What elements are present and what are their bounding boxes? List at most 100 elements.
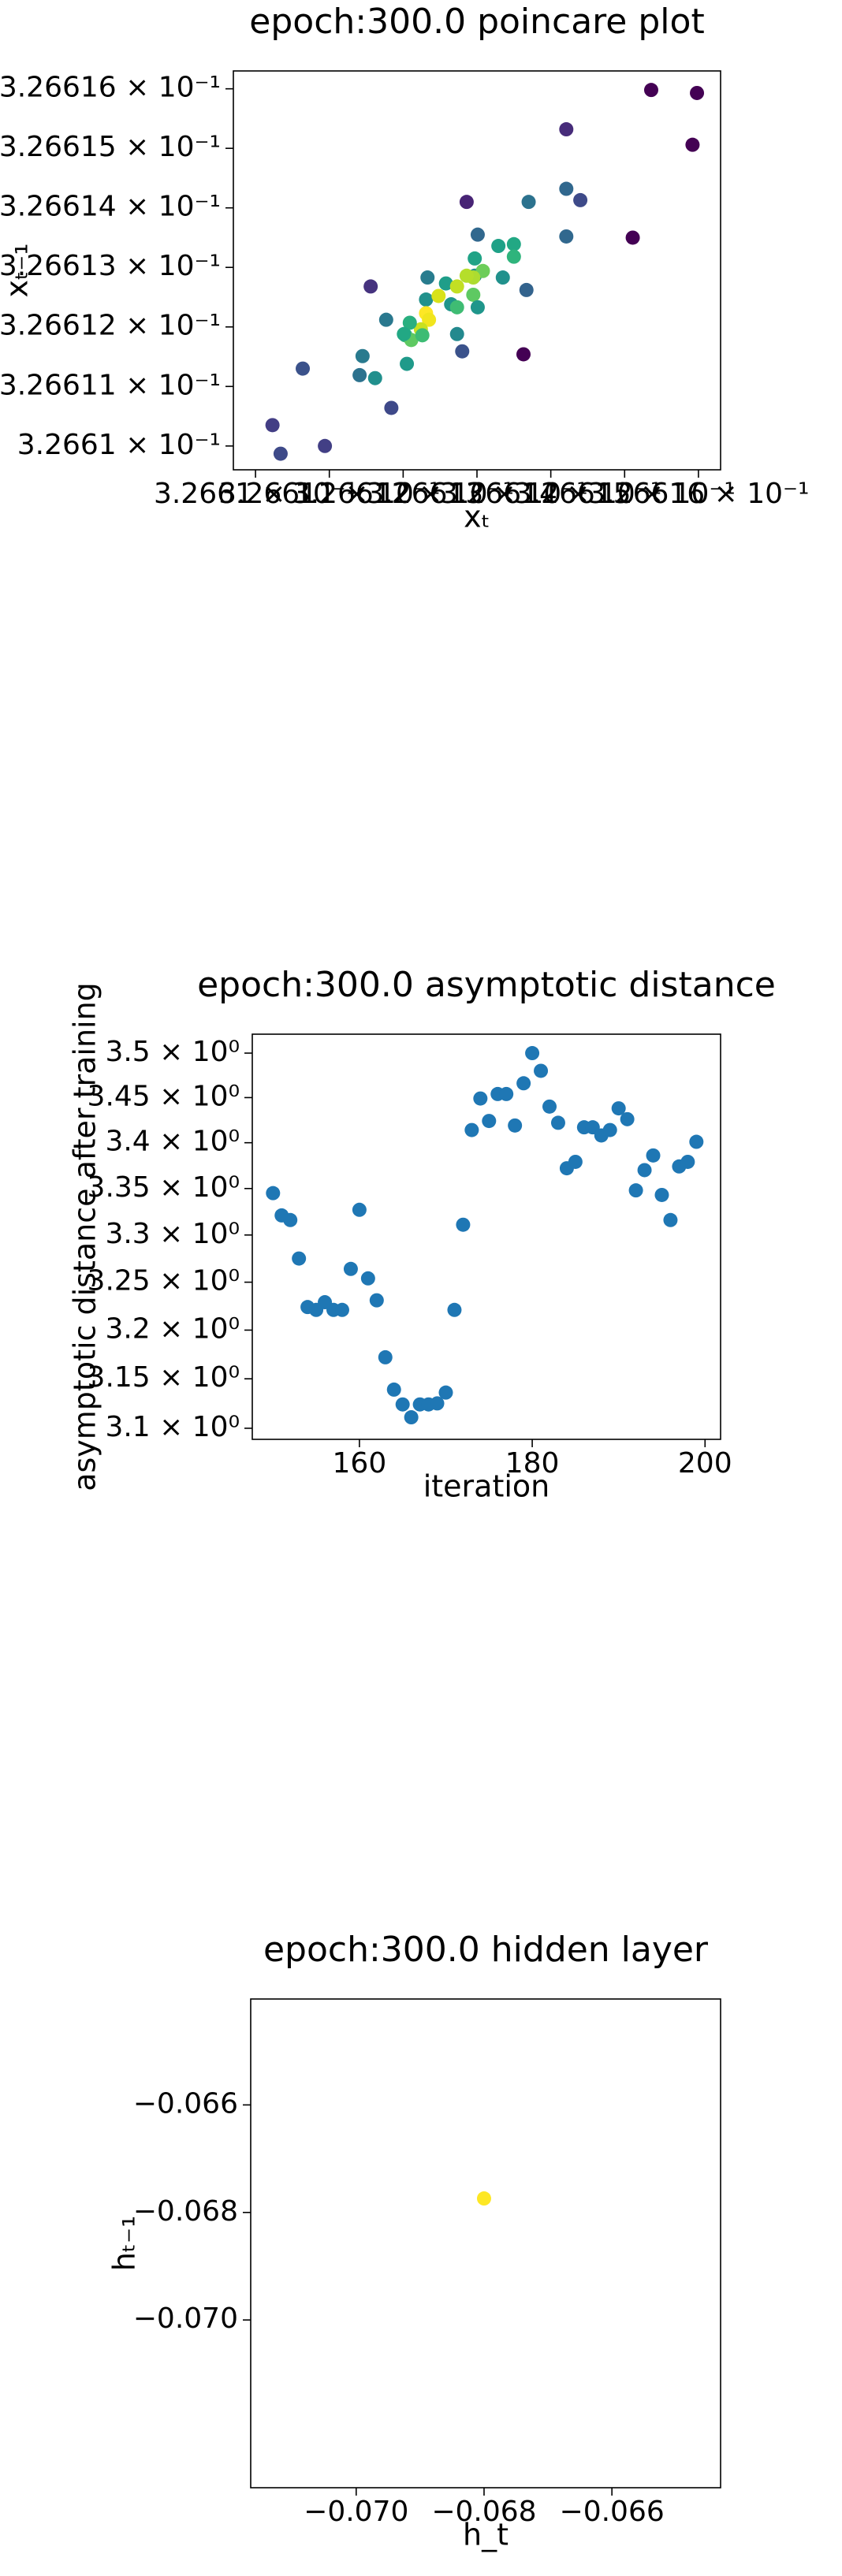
- y-tick-label: 3.45 × 10⁰: [88, 1080, 240, 1112]
- point: [542, 1099, 557, 1114]
- point: [355, 348, 370, 363]
- x-tick-label: 3.26613 × 10⁻¹: [366, 478, 587, 510]
- axes-frame: [250, 1998, 721, 2489]
- point: [643, 83, 658, 98]
- point: [455, 344, 470, 359]
- y-tick-label: −0.070: [133, 2302, 238, 2335]
- y-tick-label: 3.26612 × 10⁻¹: [0, 310, 221, 342]
- point: [384, 400, 399, 415]
- point: [473, 1091, 488, 1106]
- y-tick-label: 3.25 × 10⁰: [88, 1265, 240, 1297]
- x-tick-label: 3.26615 × 10⁻¹: [514, 478, 736, 510]
- point: [637, 1163, 652, 1178]
- point: [499, 1086, 514, 1101]
- point: [491, 239, 506, 254]
- point: [663, 1212, 678, 1227]
- point: [495, 270, 510, 285]
- x-tick-label: 3.26616 × 10⁻¹: [587, 478, 809, 510]
- point: [508, 1118, 523, 1133]
- point: [367, 370, 382, 385]
- x-tick-label: 3.26612 × 10⁻¹: [292, 478, 514, 510]
- point: [680, 1154, 695, 1169]
- point: [521, 195, 536, 210]
- y-tick-label: 3.26614 × 10⁻¹: [0, 191, 221, 223]
- point: [459, 268, 474, 283]
- point: [646, 1148, 661, 1163]
- point: [519, 282, 534, 297]
- point: [449, 326, 464, 341]
- y-tick-label: 3.26611 × 10⁻¹: [0, 369, 221, 401]
- y-tick-label: 3.26615 × 10⁻¹: [0, 131, 221, 163]
- x-tick-label: 180: [505, 1447, 560, 1480]
- point: [516, 347, 531, 362]
- point: [438, 1385, 453, 1400]
- point: [334, 1302, 349, 1317]
- point: [690, 85, 705, 100]
- y-tick-label: 3.5 × 10⁰: [105, 1036, 240, 1068]
- point: [470, 300, 485, 315]
- point: [559, 122, 574, 137]
- point: [420, 270, 435, 285]
- y-axis-label: xₜ₋₁: [0, 244, 35, 298]
- point: [550, 1115, 565, 1130]
- point: [292, 1251, 307, 1266]
- point: [525, 1046, 540, 1061]
- point: [431, 288, 446, 303]
- point: [506, 236, 521, 251]
- point: [559, 229, 574, 244]
- y-tick-label: 3.4 × 10⁰: [105, 1126, 240, 1158]
- point: [404, 1410, 419, 1425]
- y-tick-label: 3.2661 × 10⁻¹: [17, 429, 221, 461]
- point: [568, 1154, 583, 1169]
- x-tick-label: 3.26611 × 10⁻¹: [218, 478, 440, 510]
- y-tick-label: 3.35 × 10⁰: [88, 1171, 240, 1204]
- x-tick-label: 160: [333, 1447, 387, 1480]
- x-tick-label: −0.066: [560, 2496, 665, 2528]
- y-axis-label: asymptotic distance after training: [68, 982, 102, 1491]
- point: [265, 418, 280, 433]
- point: [419, 292, 434, 307]
- point: [459, 195, 474, 210]
- y-tick-label: 3.26613 × 10⁻¹: [0, 250, 221, 282]
- y-tick-label: 3.26616 × 10⁻¹: [0, 72, 221, 104]
- point: [470, 227, 485, 242]
- axes-frame: [251, 1033, 721, 1440]
- chart-title: epoch:300.0 poincare plot: [249, 2, 704, 42]
- x-tick-label: −0.070: [304, 2496, 408, 2528]
- point: [468, 251, 482, 266]
- y-tick-label: 3.1 × 10⁰: [105, 1411, 240, 1443]
- point: [402, 315, 417, 330]
- point: [620, 1111, 635, 1126]
- point: [449, 300, 464, 315]
- point: [422, 312, 437, 327]
- point: [482, 1114, 497, 1129]
- point: [611, 1101, 626, 1116]
- point: [449, 279, 464, 294]
- point: [363, 279, 378, 294]
- point: [395, 1397, 410, 1412]
- point: [369, 1293, 384, 1308]
- point: [625, 230, 640, 245]
- point: [602, 1122, 617, 1137]
- point: [352, 1202, 367, 1217]
- x-tick-label: 3.2661 × 10⁻¹: [154, 478, 357, 510]
- y-tick-label: 3.2 × 10⁰: [105, 1312, 240, 1345]
- axes-frame: [233, 70, 721, 471]
- point: [447, 1302, 462, 1317]
- point: [378, 312, 393, 327]
- point: [318, 438, 333, 453]
- point: [628, 1183, 643, 1198]
- y-tick-label: −0.066: [133, 2087, 238, 2120]
- x-axis-label: xₜ: [464, 500, 490, 534]
- point: [516, 1076, 531, 1091]
- point: [378, 1349, 393, 1364]
- point: [685, 137, 700, 152]
- point: [273, 446, 288, 461]
- y-axis-label: hₜ₋₁: [107, 2216, 142, 2272]
- point: [534, 1063, 549, 1078]
- x-axis-label: iteration: [423, 1469, 550, 1504]
- point: [456, 1217, 471, 1232]
- point: [343, 1261, 358, 1276]
